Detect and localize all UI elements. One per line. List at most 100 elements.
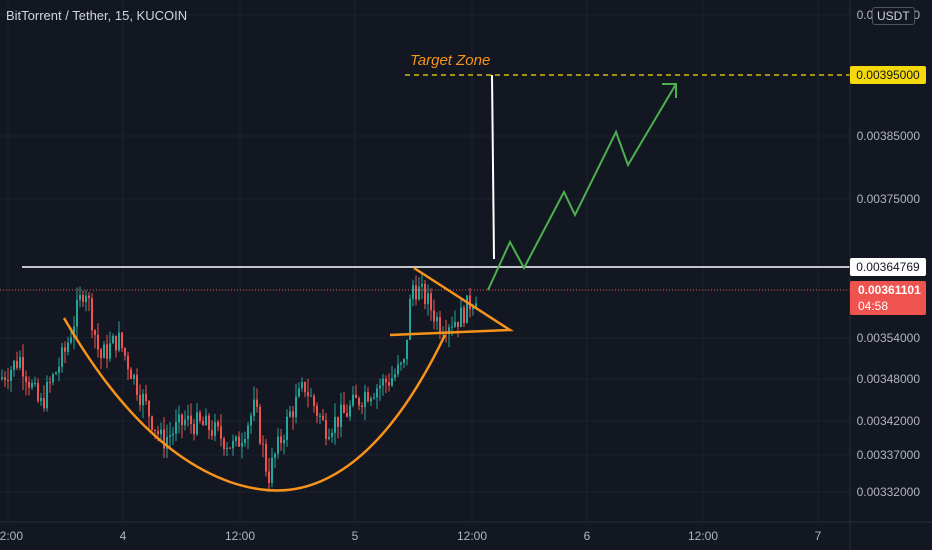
- candle-body: [316, 405, 318, 416]
- candle-body: [196, 412, 198, 435]
- candle-body: [91, 298, 93, 331]
- drawing-overlays: [0, 74, 850, 492]
- y-tick-label: 0.00385000: [857, 129, 921, 143]
- candle-body: [25, 376, 27, 382]
- candle-body: [421, 283, 423, 287]
- candle-body: [472, 307, 474, 310]
- candle-body: [13, 360, 15, 370]
- candle-body: [193, 423, 195, 435]
- candle-body: [253, 399, 255, 416]
- candle-body: [298, 388, 300, 397]
- candle-body: [403, 359, 405, 363]
- candle-body: [397, 364, 399, 375]
- candle-body: [82, 294, 84, 302]
- y-tick-label: 0.00348000: [857, 372, 921, 386]
- candle-body: [55, 372, 57, 375]
- candle-body: [457, 321, 459, 328]
- y-tick-label: 0.00375000: [857, 192, 921, 206]
- candle-body: [262, 443, 264, 445]
- target-price-label-bg: [850, 66, 926, 84]
- x-tick-label: 6: [584, 529, 591, 543]
- candle-body: [205, 415, 207, 426]
- candle-body: [118, 332, 120, 351]
- candle-body: [451, 326, 453, 328]
- candle-body: [241, 442, 243, 447]
- candle-body: [382, 378, 384, 386]
- candle-body: [187, 415, 189, 420]
- candle-body: [133, 374, 135, 379]
- candle-body: [307, 392, 309, 397]
- candle-body: [346, 412, 348, 417]
- chart-title: BitTorrent / Tether, 15, KUCOIN: [6, 8, 188, 23]
- candle-body: [145, 393, 147, 402]
- candle-body: [46, 381, 48, 409]
- candle-body: [313, 395, 315, 406]
- y-tick-label: 0.00354000: [857, 331, 921, 345]
- candle-body: [19, 357, 21, 368]
- candle-body: [358, 398, 360, 406]
- candle-body: [97, 334, 99, 350]
- candle-body: [175, 422, 177, 434]
- candle-body: [64, 347, 66, 352]
- candle-body: [166, 436, 168, 449]
- x-tick-label: 7: [815, 529, 822, 543]
- candle-body: [217, 422, 219, 427]
- candle-body: [160, 429, 162, 435]
- candle-body: [286, 416, 288, 440]
- candle-body: [460, 307, 462, 328]
- x-tick-label: 12:00: [457, 529, 487, 543]
- projection-path: [487, 83, 677, 291]
- candle-body: [355, 394, 357, 399]
- candle-body: [34, 382, 36, 384]
- countdown-label: 04:58: [858, 299, 888, 313]
- candle-body: [415, 285, 417, 300]
- candle-body: [322, 415, 324, 420]
- candle-body: [61, 347, 63, 367]
- candle-body: [427, 293, 429, 304]
- x-tick-label: 5: [352, 529, 359, 543]
- candle-body: [22, 357, 24, 377]
- candle-body: [400, 362, 402, 365]
- candle-body: [424, 283, 426, 304]
- candle-body: [211, 430, 213, 436]
- candle-body: [328, 436, 330, 440]
- candle-body: [274, 453, 276, 458]
- resistance-price-label: 0.00364769: [856, 260, 920, 274]
- candle-body: [220, 426, 222, 439]
- target-price-label: 0.00395000: [856, 68, 920, 82]
- candle-body: [268, 471, 270, 483]
- candle-body: [379, 385, 381, 389]
- y-tick-label: 0.00332000: [857, 485, 921, 499]
- candle-body: [244, 439, 246, 443]
- candle-body: [16, 360, 18, 368]
- candle-body: [103, 344, 105, 359]
- candle-body: [295, 396, 297, 418]
- y-tick-label: 0.00342000: [857, 414, 921, 428]
- candle-body: [40, 398, 42, 401]
- candle-body: [388, 382, 390, 386]
- candle-body: [235, 436, 237, 441]
- currency-button[interactable]: USDT: [872, 7, 915, 25]
- candle-body: [367, 392, 369, 402]
- candle-body: [169, 435, 171, 437]
- candle-body: [106, 344, 108, 359]
- target-zone-label: Target Zone: [410, 52, 491, 69]
- candle-body: [466, 295, 468, 324]
- candlestick-series: [1, 273, 477, 493]
- candle-body: [376, 388, 378, 398]
- candle-body: [352, 394, 354, 406]
- candle-body: [370, 398, 372, 402]
- candle-body: [301, 382, 303, 389]
- candle-body: [172, 433, 174, 436]
- x-tick-label: 12:00: [0, 529, 23, 543]
- candle-body: [37, 382, 39, 401]
- y-tick-label: 0.00337000: [857, 448, 921, 462]
- candle-body: [334, 416, 336, 433]
- candle-body: [280, 436, 282, 444]
- candle-body: [331, 432, 333, 437]
- candle-body: [130, 369, 132, 379]
- candle-body: [190, 415, 192, 424]
- candle-body: [100, 349, 102, 359]
